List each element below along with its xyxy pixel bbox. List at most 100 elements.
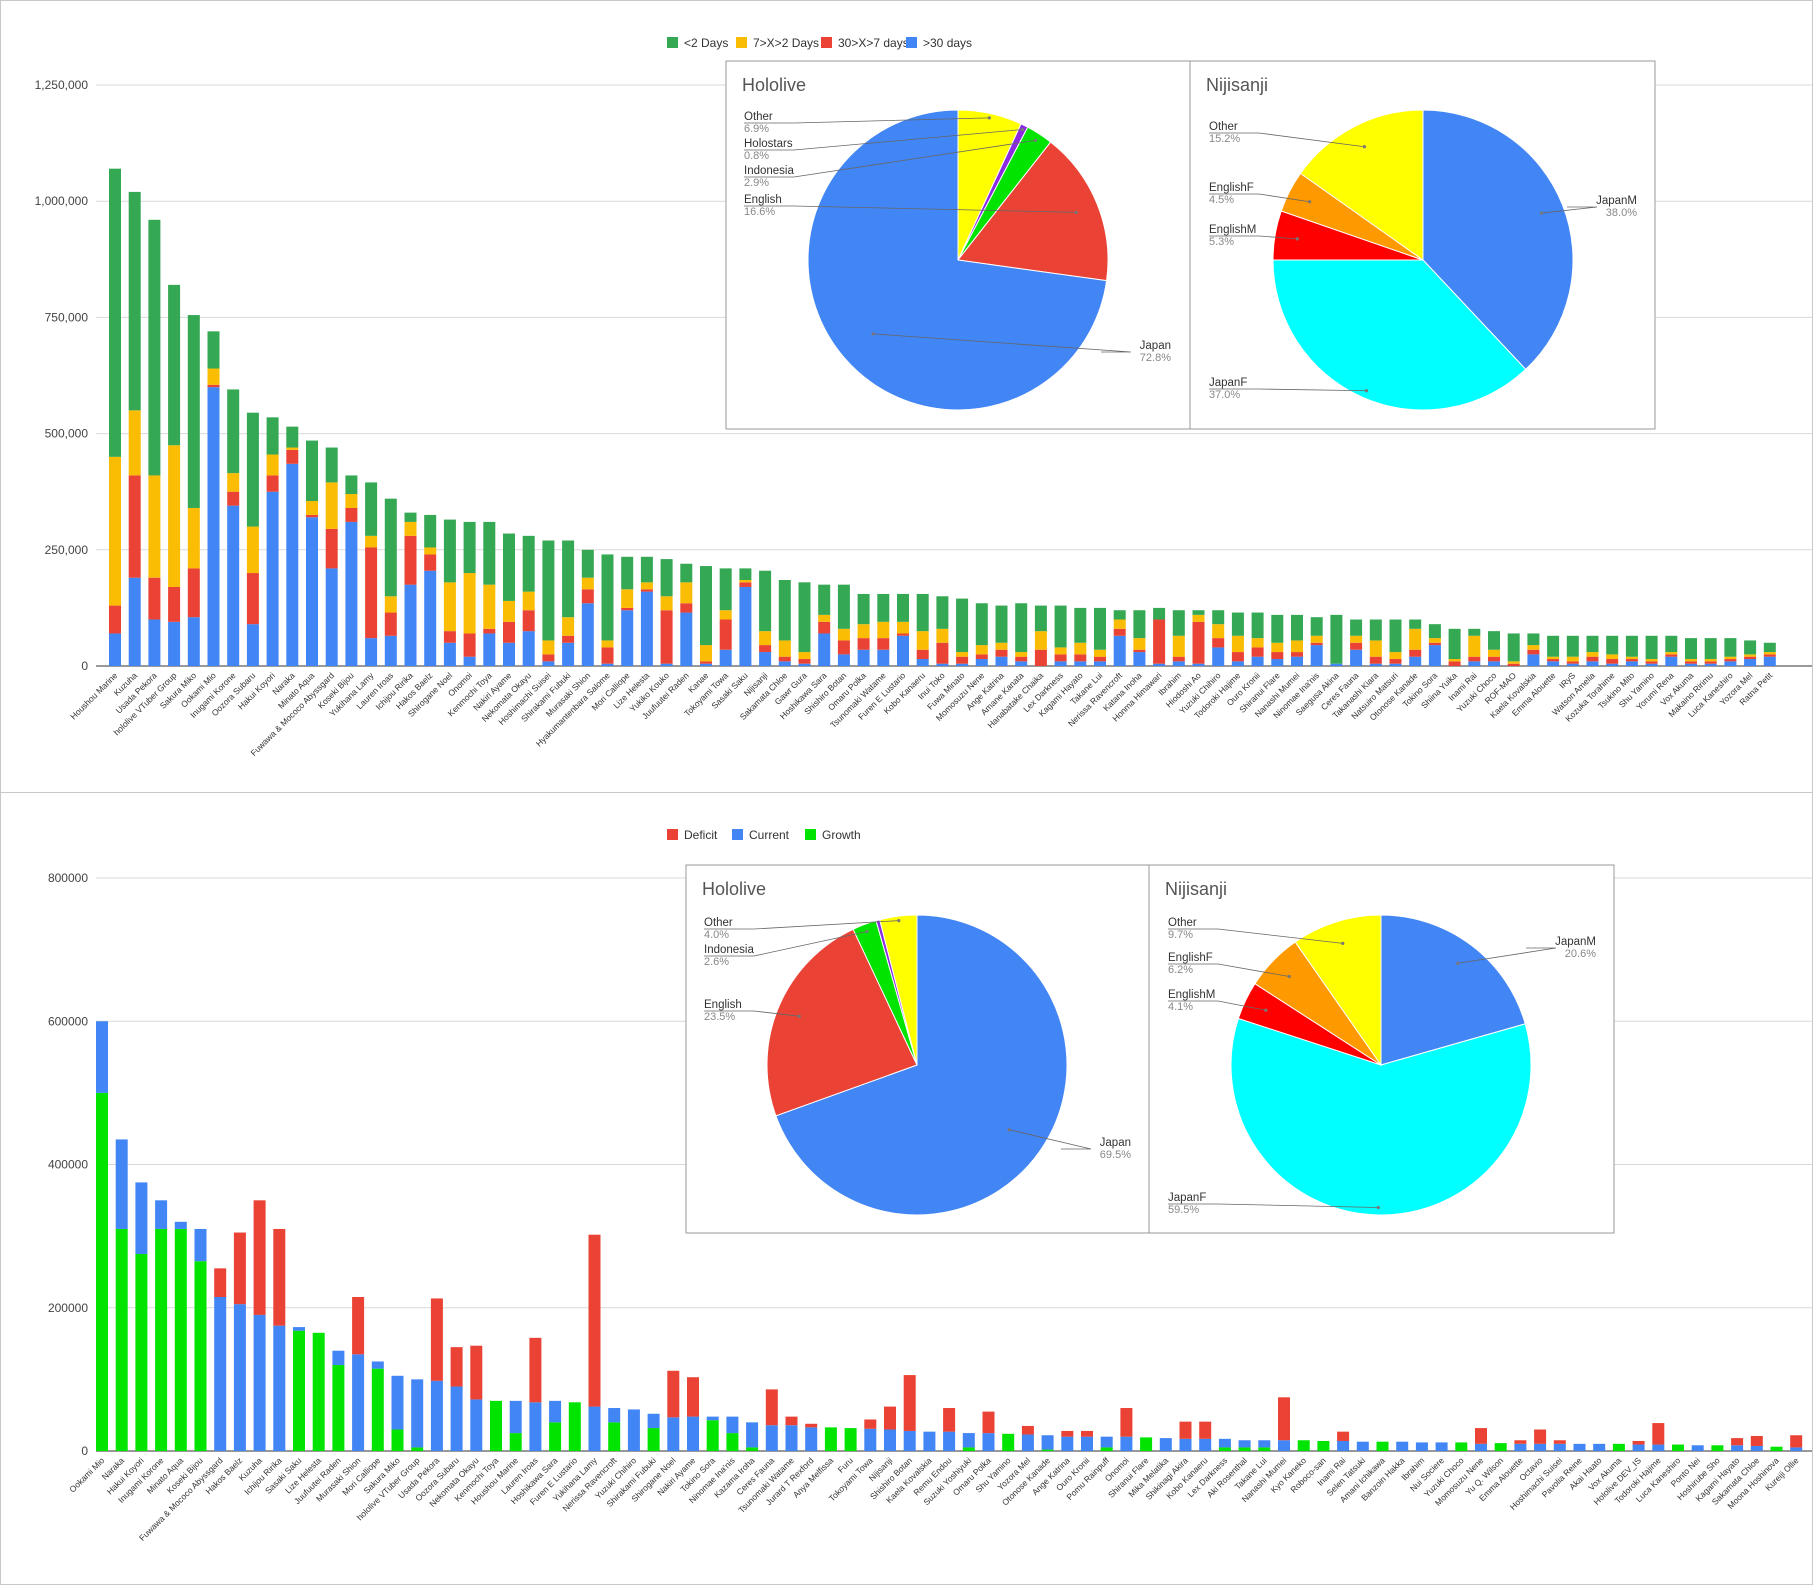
bar-segment <box>1468 635 1481 657</box>
y-tick-label: 600000 <box>48 1014 88 1028</box>
bar-segment <box>1475 1443 1487 1451</box>
bar-segment <box>1258 1447 1271 1451</box>
bar-segment <box>1750 1445 1763 1451</box>
bar-segment <box>1218 1447 1231 1451</box>
bar-segment <box>1054 647 1067 655</box>
pie-percent: 69.5% <box>1100 1149 1131 1161</box>
bar-segment <box>187 568 200 618</box>
bar-segment <box>1231 661 1244 666</box>
x-tick-label: Houshou Marine <box>68 670 119 721</box>
bar-segment <box>1376 1441 1389 1451</box>
bar-segment <box>562 540 575 618</box>
bar-segment <box>975 603 988 646</box>
bar-segment <box>214 1297 227 1451</box>
bar-segment <box>1645 635 1658 660</box>
bar-segment <box>1054 654 1067 662</box>
bar-segment <box>1278 1440 1290 1451</box>
bar-segment <box>877 638 890 650</box>
bar-segment <box>667 1417 680 1451</box>
bar-segment <box>1704 661 1717 664</box>
bar-segment <box>1271 614 1284 643</box>
bar-segment <box>700 663 712 666</box>
bar-segment <box>1625 635 1638 657</box>
pie-label: Other <box>704 917 733 929</box>
bar-segment <box>1494 1443 1507 1451</box>
bar-segment <box>995 649 1008 657</box>
y-tick-label: 0 <box>81 659 88 673</box>
bar-segment <box>562 617 575 636</box>
bar-segment <box>1770 1446 1783 1451</box>
bar-segment <box>542 654 555 662</box>
bar-segment <box>1159 1438 1172 1451</box>
legend-swatch <box>805 829 816 840</box>
bar-segment <box>1534 1429 1547 1444</box>
bar-segment <box>1724 656 1737 660</box>
bar-segment <box>1534 1443 1547 1451</box>
bar-segment <box>1291 656 1303 666</box>
bar-segment <box>1547 659 1560 662</box>
bar-segment <box>640 582 653 590</box>
bar-segment <box>1172 610 1185 636</box>
bar-segment <box>1389 659 1402 664</box>
legend-label: >30 days <box>923 36 972 50</box>
bar-segment <box>1153 619 1166 664</box>
bar-segment <box>1652 1444 1665 1451</box>
bar-segment <box>542 540 555 641</box>
bar-segment <box>601 647 614 664</box>
pie-label: Japan <box>1100 1137 1131 1149</box>
bar-segment <box>1691 1445 1704 1451</box>
legend-swatch <box>732 829 743 840</box>
pie-leader-dot <box>865 929 869 934</box>
legend-swatch <box>906 37 917 48</box>
bar-segment <box>1330 614 1343 664</box>
bar-segment <box>529 1337 542 1403</box>
bar-segment <box>897 621 909 634</box>
bar-segment <box>1514 1443 1527 1451</box>
pie-percent: 2.6% <box>704 956 729 968</box>
y-tick-label: 0 <box>81 1444 88 1458</box>
bar-segment <box>325 528 338 569</box>
bar-segment <box>1488 661 1500 666</box>
bar-segment <box>1448 661 1461 666</box>
bar-segment <box>1652 1423 1665 1445</box>
bar-segment <box>877 621 890 639</box>
bar-segment <box>1704 659 1717 662</box>
bar-segment <box>174 1221 187 1229</box>
bar-segment <box>207 331 220 369</box>
bar-segment <box>430 1298 443 1381</box>
pie-leader-dot <box>1376 1205 1380 1210</box>
bar-segment <box>450 1386 463 1451</box>
bar-segment <box>424 547 437 555</box>
bar-segment <box>1271 642 1284 653</box>
bar-segment <box>1094 661 1106 666</box>
bar-segment <box>424 570 437 666</box>
bar-segment <box>667 1370 680 1418</box>
pie-leader-dot <box>1456 961 1460 965</box>
bar-segment <box>194 1261 207 1451</box>
pie-slice <box>1380 914 1526 1066</box>
bar-segment <box>1625 656 1638 660</box>
bar-segment <box>135 1254 148 1451</box>
bar-segment <box>903 1430 916 1451</box>
bar-segment <box>1409 619 1422 629</box>
bar-segment <box>168 586 181 622</box>
bar-segment <box>1074 654 1087 662</box>
bar-segment <box>253 1314 266 1451</box>
bar-segment <box>463 573 476 634</box>
bar-segment <box>1258 1440 1271 1448</box>
pie-leader-line <box>1008 1129 1092 1150</box>
bar-segment <box>1317 1440 1330 1451</box>
bar-segment <box>233 1304 246 1451</box>
bar-segment <box>1645 661 1658 664</box>
bar-segment <box>739 586 752 666</box>
bar-segment <box>483 633 496 666</box>
bar-segment <box>778 661 791 666</box>
bar-segment <box>483 521 496 585</box>
bar-segment <box>109 605 121 634</box>
bar-segment <box>1291 640 1303 653</box>
pie-leader-dot <box>1539 211 1544 215</box>
legend-label: 7>X>2 Days <box>753 36 819 50</box>
bar-segment <box>1238 1447 1251 1451</box>
bar-segment <box>778 640 791 657</box>
bar-segment <box>1271 659 1284 666</box>
